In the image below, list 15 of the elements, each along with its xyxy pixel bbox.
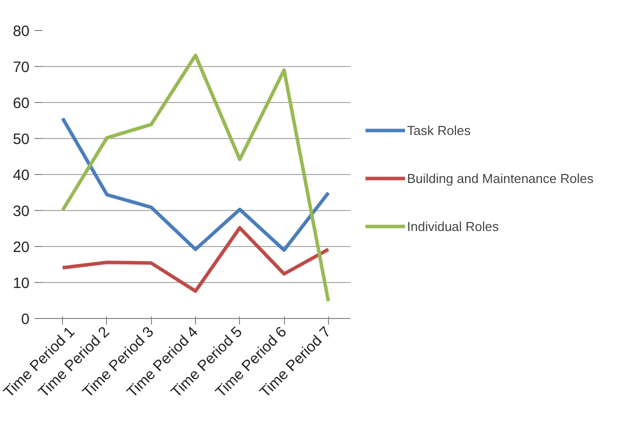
line-series xyxy=(60,54,330,303)
y-tick-label: 70 xyxy=(12,59,30,76)
y-tick-label: 10 xyxy=(12,275,30,292)
y-tick-label: 80 xyxy=(12,23,30,40)
y-tick-label: 40 xyxy=(12,167,30,184)
legend-label: Task Roles xyxy=(407,122,471,138)
y-tick-label: 30 xyxy=(12,203,30,220)
line-series xyxy=(60,116,330,252)
legend-label: Building and Maintenance Roles xyxy=(407,170,594,186)
y-tick-label: 60 xyxy=(12,95,30,112)
y-tick-label: 20 xyxy=(12,239,30,256)
line-series xyxy=(60,226,330,293)
legend-label: Individual Roles xyxy=(407,218,499,234)
y-tick-label: 50 xyxy=(12,131,30,148)
y-tick-label: 0 xyxy=(21,311,30,328)
